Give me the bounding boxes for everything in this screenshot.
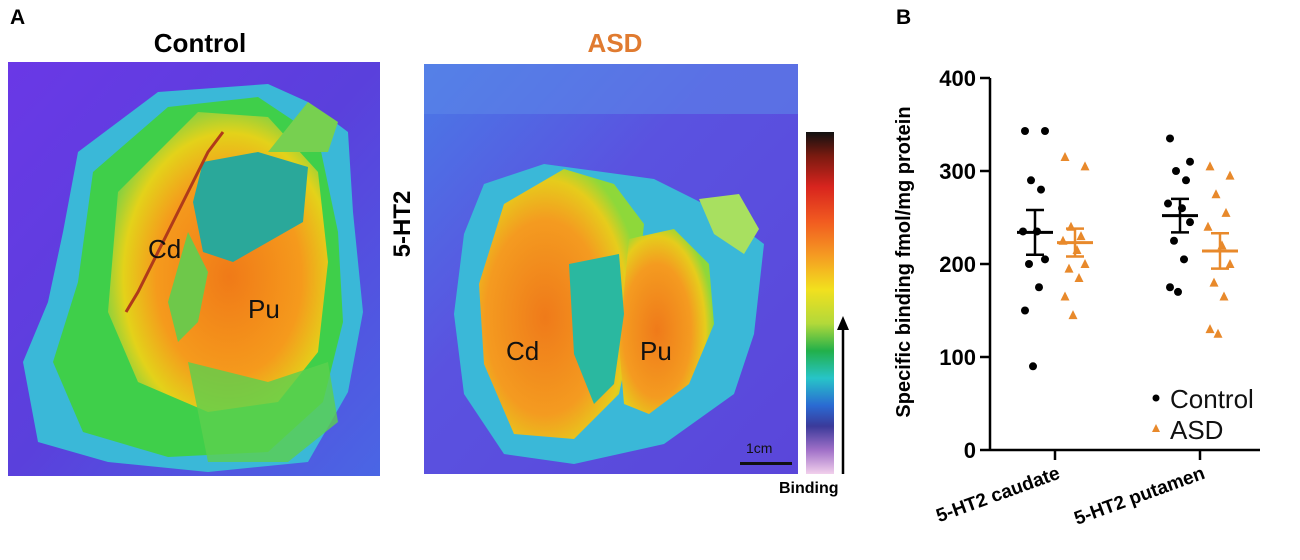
data-point-control — [1037, 185, 1045, 194]
data-point-control — [1172, 167, 1180, 175]
panel-letter-a: A — [10, 6, 26, 29]
data-point-asd — [1225, 259, 1235, 268]
binding-colorbar — [806, 132, 834, 474]
data-point-control — [1025, 260, 1033, 268]
x-tick-label: 5-HT2 caudate — [933, 463, 1062, 527]
control-scan-image — [8, 62, 380, 476]
data-point-control — [1174, 287, 1182, 296]
y-tick-label: 200 — [939, 252, 976, 277]
data-point-asd — [1209, 277, 1219, 287]
legend-marker-control — [1152, 394, 1160, 402]
data-point-asd — [1205, 161, 1215, 171]
scale-bar-label: 1cm — [746, 440, 773, 456]
binding-label: Binding — [779, 480, 839, 497]
data-point-asd — [1219, 291, 1229, 301]
legend-label-asd: ASD — [1170, 415, 1223, 445]
data-point-control — [1186, 218, 1194, 227]
y-tick-label: 0 — [964, 438, 976, 463]
control-cd-label: Cd — [148, 234, 182, 264]
legend-marker-asd — [1152, 424, 1160, 432]
binding-scatter-chart: 0 100 200 300 400 Specific binding fmol/mg pr… — [893, 66, 1260, 530]
y-tick-label: 100 — [939, 345, 976, 370]
data-point-asd — [1205, 324, 1215, 334]
data-point-control — [1182, 176, 1190, 185]
data-point-asd — [1213, 328, 1223, 338]
asd-pu-label: Pu — [640, 336, 672, 366]
data-point-asd — [1076, 231, 1086, 241]
data-point-control — [1166, 134, 1174, 143]
data-point-control — [1021, 306, 1029, 315]
receptor-label: 5-HT2 — [389, 190, 416, 258]
legend-label-control: Control — [1170, 384, 1254, 414]
data-point-control — [1166, 283, 1174, 292]
y-axis-label: Specific binding fmol/mg protein — [893, 106, 915, 417]
x-tick-label: 5-HT2 putamen — [1072, 463, 1208, 530]
data-point-asd — [1074, 272, 1084, 282]
data-point-asd — [1060, 152, 1070, 162]
data-point-control — [1041, 127, 1049, 136]
data-point-asd — [1068, 310, 1078, 320]
panel-letter-b: B — [896, 6, 912, 29]
data-point-asd — [1203, 221, 1213, 231]
data-point-asd — [1221, 207, 1231, 217]
data-point-asd — [1225, 170, 1235, 180]
data-point-asd — [1211, 189, 1221, 199]
data-point-control — [1164, 199, 1172, 208]
data-point-control — [1035, 283, 1043, 292]
data-point-control — [1170, 236, 1178, 245]
data-point-control — [1021, 127, 1029, 136]
data-point-control — [1186, 157, 1194, 166]
asd-scan-image — [424, 64, 798, 474]
data-point-asd — [1064, 263, 1074, 273]
scale-bar — [740, 462, 792, 465]
control-pu-label: Pu — [248, 294, 280, 324]
y-tick-label: 400 — [939, 66, 976, 91]
asd-cd-label: Cd — [506, 336, 540, 366]
asd-title: ASD — [587, 28, 643, 58]
control-title: Control — [153, 28, 247, 58]
control-autoradiograph: Cd Pu — [8, 62, 380, 476]
binding-arrow-icon — [837, 316, 849, 474]
data-point-control — [1029, 362, 1037, 371]
data-point-asd — [1080, 259, 1090, 268]
asd-autoradiograph: Cd Pu 1cm — [424, 64, 798, 474]
data-point-asd — [1060, 291, 1070, 301]
data-point-control — [1041, 255, 1049, 264]
data-point-control — [1180, 255, 1188, 264]
data-point-asd — [1080, 161, 1090, 171]
y-tick-label: 300 — [939, 159, 976, 184]
data-point-control — [1027, 176, 1035, 185]
